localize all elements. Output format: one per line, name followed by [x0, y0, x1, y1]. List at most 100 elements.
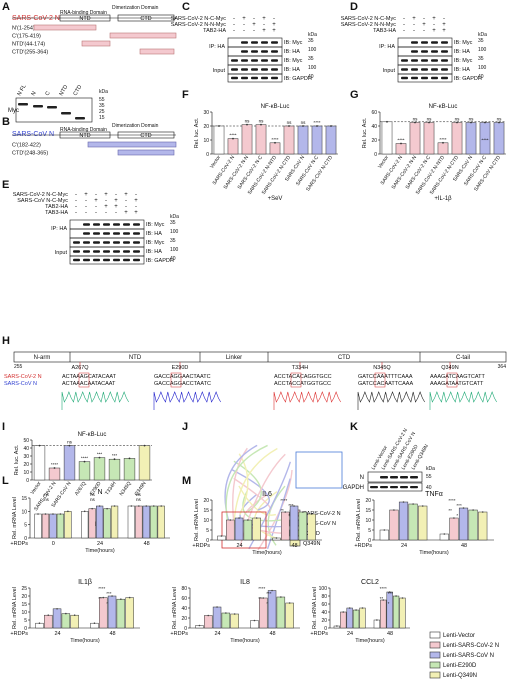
panel-m-0-point [310, 513, 313, 515]
panel-c-sign: - [233, 28, 235, 34]
panel-c-row-label: TAB2-HA [203, 28, 226, 34]
panel-a-construct-bar [139, 48, 175, 55]
panel-m-4-point [401, 597, 404, 599]
panel-m-1-point [383, 529, 386, 531]
panel-h-codon-highlight [170, 372, 182, 388]
panel-m-sig-mark: **** [380, 586, 387, 591]
panel-g-sig-mark: **** [397, 138, 404, 143]
panel-h-codon-highlight [78, 372, 90, 388]
panel-e-band [93, 223, 100, 226]
panel-m-4-y-tick-label: 60 [321, 602, 327, 608]
panel-l-x-label: Time(hours) [85, 548, 115, 554]
panel-l-point [67, 510, 69, 513]
panel-m-4-bar [346, 607, 353, 629]
panel-e-sign: - [105, 198, 107, 204]
panel-e-sign: + [124, 192, 128, 198]
panel-l-point [106, 507, 108, 510]
panel-m-4-bar [340, 611, 347, 629]
panel-h-region-label: Linker [226, 355, 242, 361]
panel-m-2-x-tick-label: 24 [54, 631, 60, 637]
panel-m-sig-mark: ** [280, 508, 284, 513]
panel-l-bar [127, 505, 135, 539]
panel-l-point [130, 505, 133, 507]
panel-m-4-bar [399, 597, 406, 629]
panel-m-4-bar [392, 595, 400, 629]
legend-label: Lenti-Vector [443, 633, 475, 639]
panel-e-band [73, 241, 80, 244]
panel-m-2-bar [125, 597, 134, 629]
panel-l-ns-mark: ns [90, 492, 96, 497]
panel-e-group-ip: IP: HA [51, 226, 67, 232]
panel-j-legend-label: Q349N [303, 541, 320, 547]
panel-m-1-point [453, 517, 455, 519]
panel-f-sig-mark: **** [229, 133, 236, 138]
panel-e-band [103, 232, 110, 235]
panel-g-category-label: Vector [377, 154, 390, 169]
panel-g-y-tick-label: 60 [371, 110, 377, 116]
panel-i-bar [93, 457, 106, 481]
panel-m-3-x-tick-label: 48 [269, 631, 275, 637]
panel-a-domain-rna: RNA-binding Domain [60, 10, 107, 16]
panel-m-2-point [128, 596, 131, 599]
panel-l-bar [64, 511, 72, 539]
panel-a-marker: 55 [99, 97, 105, 103]
panel-i-category-label: A267Q [74, 481, 88, 497]
panel-m-0-bar [289, 505, 299, 541]
panel-i-sig-mark: ns [67, 440, 73, 445]
panel-e-blot-label: IB: GAPDH [146, 258, 174, 264]
panel-m-0-point [238, 517, 240, 519]
panel-k-band [410, 476, 418, 479]
panel-a-band [75, 117, 85, 120]
panel-label-L: L [2, 475, 9, 487]
panel-f-bar [213, 125, 225, 155]
panel-m-4-bar [352, 609, 360, 629]
panel-e-band [73, 258, 80, 262]
panel-f-category-label: SARS-CoV N-CTD [305, 154, 334, 192]
panel-c-band [261, 59, 268, 62]
panel-e-row-label: SARS-CoV-2 N-C-Myc [13, 192, 69, 198]
panel-h-mutation-label: A267Q [71, 365, 89, 371]
panel-c-band [271, 59, 278, 62]
panel-m-1-x-tick-label: 24 [401, 543, 407, 549]
panel-m-3-point [198, 624, 201, 627]
panel-e-row-label: TAB3-HA [45, 210, 68, 216]
panel-a-blot-label: Myc [8, 108, 19, 114]
legend-label: Lenti-Q349N [443, 673, 477, 679]
panel-a-construct-label: NTD′(44-174) [12, 42, 45, 48]
panel-c-band [241, 68, 248, 71]
panel-m-0-point [275, 537, 278, 539]
panel-e-sign: - [95, 192, 97, 198]
panel-c-band [251, 41, 258, 44]
panel-e-band [83, 250, 90, 253]
panel-label-I: I [2, 421, 5, 433]
panel-e-sign: - [85, 204, 87, 210]
panel-h-codon-highlight [446, 372, 458, 388]
panel-d-sign: + [422, 22, 426, 28]
panel-c-band [261, 41, 268, 44]
panel-m-4-point [382, 599, 385, 601]
panel-c-band [261, 76, 268, 80]
panel-m-1-bar [408, 503, 418, 541]
panel-d-row-label: SARS-CoV-2 N-N-Myc [341, 22, 397, 28]
panel-g-bar [423, 122, 435, 155]
panel-m-4-point [395, 595, 397, 597]
panel-m-0-bar [243, 519, 253, 541]
panel-k-band [400, 476, 408, 479]
panel-g-sig-mark: ns [469, 117, 475, 122]
panel-e-sign: - [85, 210, 87, 216]
panel-m-3-point [271, 589, 273, 592]
panel-m-0-y-tick-label: 20 [203, 498, 209, 504]
panel-m-3-bar [204, 615, 213, 629]
panel-k-kda: kDa [426, 466, 435, 472]
panel-c-band [251, 59, 258, 62]
panel-f-point [246, 123, 248, 126]
panel-d-kda: kDa [478, 32, 487, 38]
panel-c-sign: - [233, 16, 235, 22]
panel-m-2-y-tick-label: 0 [24, 626, 27, 632]
panel-g-title: NF-κB-Luc [429, 104, 458, 110]
panel-d-band [421, 50, 428, 53]
panel-e-band [133, 232, 140, 235]
panel-g-category-label: SARS-CoV N-CTD [473, 154, 502, 192]
panel-f-bar [269, 142, 281, 155]
panel-m-0-bar [252, 517, 261, 541]
